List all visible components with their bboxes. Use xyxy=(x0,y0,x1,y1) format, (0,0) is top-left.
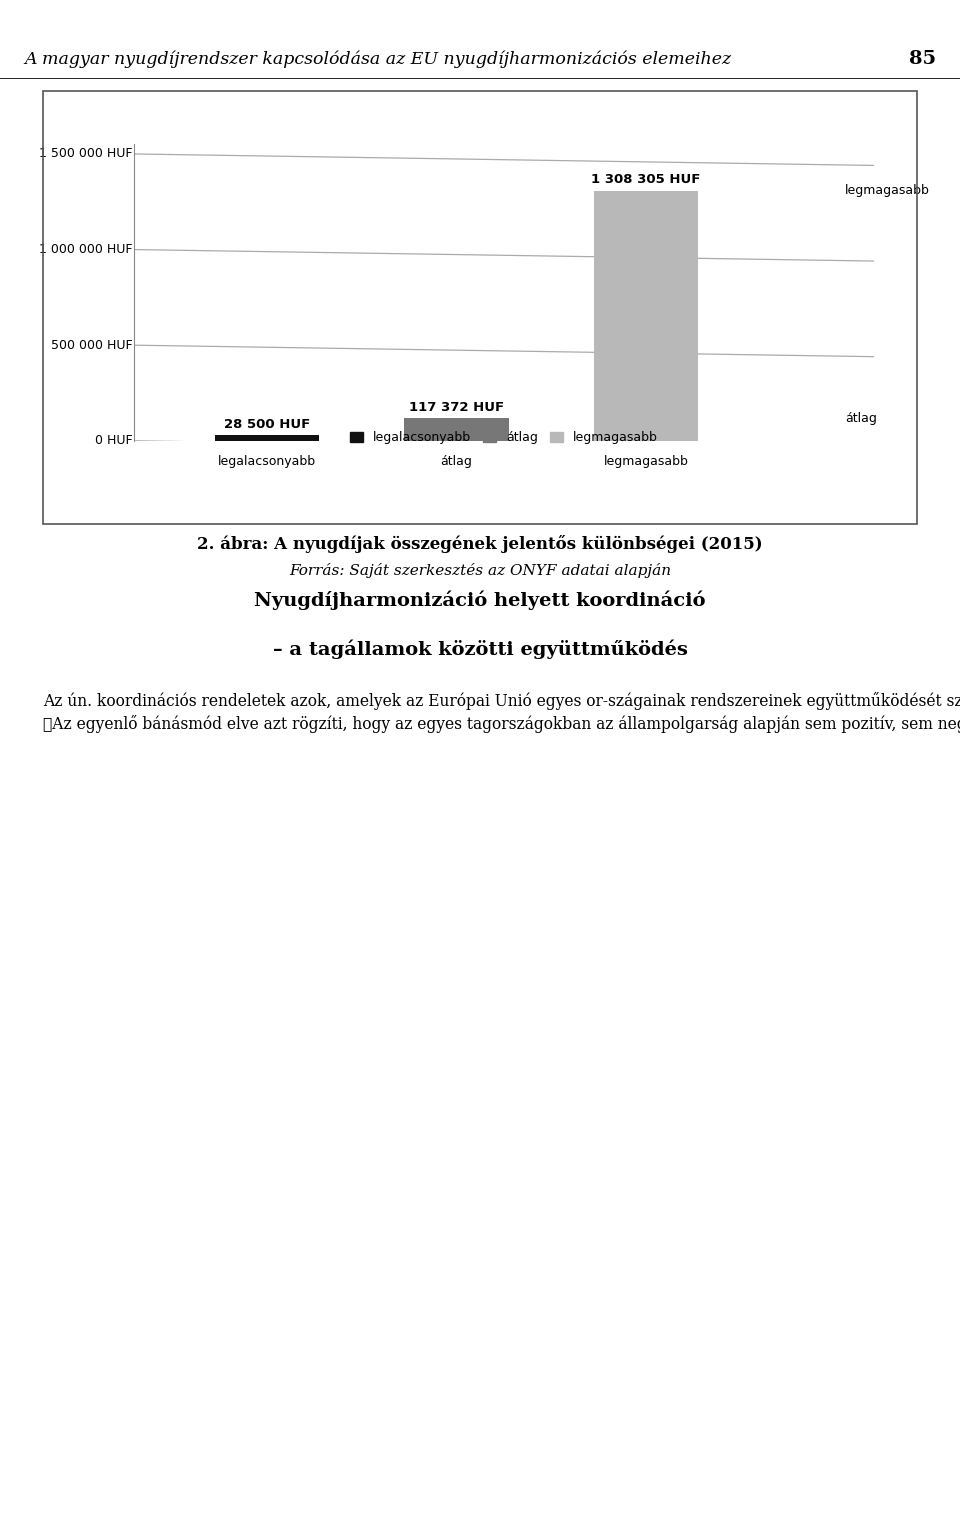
Text: legmagasabb: legmagasabb xyxy=(845,184,930,198)
Bar xyxy=(404,418,509,441)
Bar xyxy=(594,190,698,441)
Text: átlag: átlag xyxy=(845,412,877,426)
Text: Nyugdíjharmonizáció helyett koordináció: Nyugdíjharmonizáció helyett koordináció xyxy=(254,590,706,610)
Text: 117 372 HUF: 117 372 HUF xyxy=(409,401,504,413)
Text: 28 500 HUF: 28 500 HUF xyxy=(224,418,310,432)
Text: 1 500 000 HUF: 1 500 000 HUF xyxy=(39,147,132,161)
Bar xyxy=(215,435,319,441)
Text: 1 308 305 HUF: 1 308 305 HUF xyxy=(591,173,701,185)
Text: A magyar nyugdíjrendszer kapcsolódása az EU nyugdíjharmonizációs elemeihez: A magyar nyugdíjrendszer kapcsolódása az… xyxy=(24,50,732,68)
Text: 85: 85 xyxy=(909,50,936,68)
Text: 2. ábra: A nyugdíjak összegének jelentős különbségei (2015): 2. ábra: A nyugdíjak összegének jelentős… xyxy=(197,535,763,553)
Text: legalacsonyabb: legalacsonyabb xyxy=(218,454,316,468)
Legend: legalacsonyabb, átlag, legmagasabb: legalacsonyabb, átlag, legmagasabb xyxy=(350,432,658,444)
Text: Forrás: Saját szerkesztés az ONYF adatai alapján: Forrás: Saját szerkesztés az ONYF adatai… xyxy=(289,564,671,579)
Text: – a tagállamok közötti együttműködés: – a tagállamok közötti együttműködés xyxy=(273,640,687,660)
Text: 500 000 HUF: 500 000 HUF xyxy=(51,339,132,351)
Text: 0 HUF: 0 HUF xyxy=(95,435,132,447)
Text: legmagasabb: legmagasabb xyxy=(604,454,688,468)
Text: 1 000 000 HUF: 1 000 000 HUF xyxy=(39,243,132,255)
Text: Az ún. koordinációs rendeletek azok, amelyek az Európai Unió egyes or-szágainak : Az ún. koordinációs rendeletek azok, ame… xyxy=(43,692,960,734)
Text: átlag: átlag xyxy=(441,454,472,468)
